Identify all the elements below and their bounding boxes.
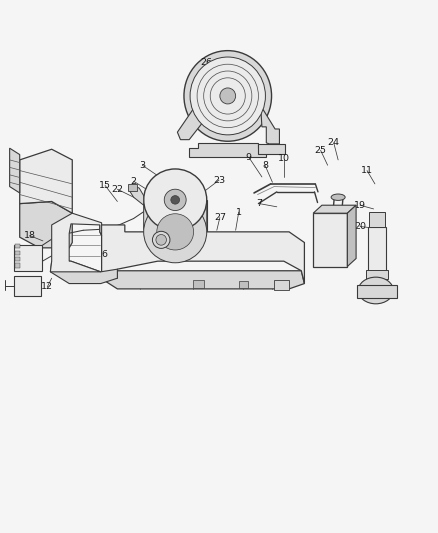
Bar xyxy=(15,251,20,255)
Bar xyxy=(274,280,289,290)
Text: 26: 26 xyxy=(200,59,212,67)
Polygon shape xyxy=(261,106,279,144)
Text: 23: 23 xyxy=(213,176,225,184)
Bar xyxy=(14,276,41,296)
Bar xyxy=(15,263,20,268)
Text: 10: 10 xyxy=(278,155,290,163)
Polygon shape xyxy=(189,143,266,157)
Text: 1: 1 xyxy=(236,208,242,216)
Ellipse shape xyxy=(331,194,345,200)
Polygon shape xyxy=(100,225,304,284)
Text: 5: 5 xyxy=(155,224,162,232)
Polygon shape xyxy=(50,261,117,284)
Polygon shape xyxy=(50,213,102,272)
Bar xyxy=(258,144,285,154)
Bar xyxy=(369,212,385,227)
Text: 2: 2 xyxy=(131,177,137,185)
Ellipse shape xyxy=(152,231,170,248)
Bar xyxy=(357,285,397,298)
Ellipse shape xyxy=(190,57,265,135)
Bar xyxy=(366,270,388,279)
Text: 17: 17 xyxy=(151,214,163,223)
Bar xyxy=(128,184,137,191)
Bar xyxy=(15,244,20,248)
Ellipse shape xyxy=(220,88,236,104)
Text: 8: 8 xyxy=(262,161,268,169)
Polygon shape xyxy=(20,149,72,213)
Text: 6: 6 xyxy=(101,251,107,259)
Text: 7: 7 xyxy=(256,199,262,208)
Text: 3: 3 xyxy=(139,161,145,169)
Ellipse shape xyxy=(157,214,194,250)
Text: 19: 19 xyxy=(354,201,366,209)
Text: 12: 12 xyxy=(41,282,53,291)
Text: 20: 20 xyxy=(354,222,366,231)
Bar xyxy=(193,280,204,288)
Bar xyxy=(313,213,347,266)
Text: 18: 18 xyxy=(24,231,36,240)
Text: 25: 25 xyxy=(314,146,327,155)
Text: 24: 24 xyxy=(328,139,340,147)
Text: 15: 15 xyxy=(99,181,111,190)
Bar xyxy=(14,245,42,271)
Text: 13: 13 xyxy=(24,256,36,264)
Polygon shape xyxy=(347,205,356,266)
Bar xyxy=(368,227,386,272)
Text: 11: 11 xyxy=(361,166,373,175)
Polygon shape xyxy=(177,107,207,140)
Ellipse shape xyxy=(171,196,180,204)
Text: 9: 9 xyxy=(246,153,252,161)
Polygon shape xyxy=(129,185,144,205)
Ellipse shape xyxy=(164,189,186,211)
Bar xyxy=(15,257,20,261)
Polygon shape xyxy=(313,205,356,213)
Text: 12: 12 xyxy=(164,219,176,227)
Polygon shape xyxy=(144,203,207,240)
Ellipse shape xyxy=(156,235,166,245)
Ellipse shape xyxy=(358,277,393,304)
Ellipse shape xyxy=(184,51,272,141)
Polygon shape xyxy=(101,271,304,289)
Polygon shape xyxy=(10,148,20,193)
Ellipse shape xyxy=(144,201,207,263)
Bar xyxy=(239,281,248,288)
Text: 22: 22 xyxy=(111,185,124,193)
Text: 27: 27 xyxy=(214,213,226,222)
Ellipse shape xyxy=(144,169,207,231)
Polygon shape xyxy=(20,201,72,248)
